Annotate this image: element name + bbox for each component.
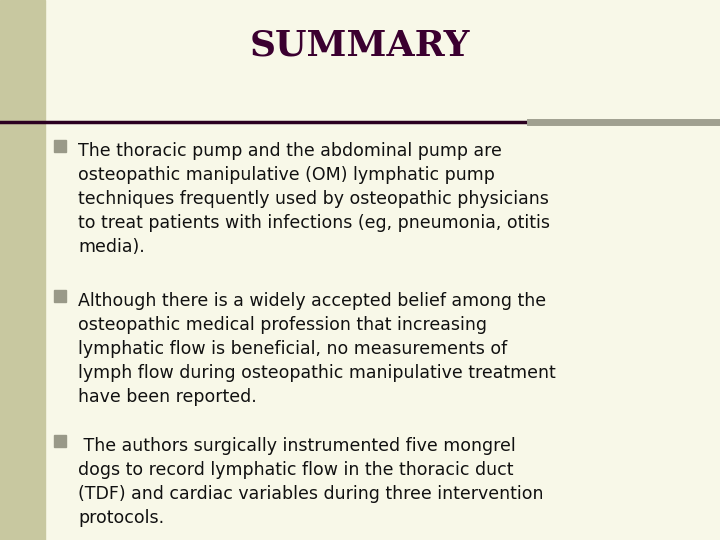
Text: SUMMARY: SUMMARY bbox=[250, 28, 470, 62]
Text: The thoracic pump and the abdominal pump are
osteopathic manipulative (OM) lymph: The thoracic pump and the abdominal pump… bbox=[78, 142, 550, 255]
Text: Although there is a widely accepted belief among the
osteopathic medical profess: Although there is a widely accepted beli… bbox=[78, 292, 556, 406]
Text: The authors surgically instrumented five mongrel
dogs to record lymphatic flow i: The authors surgically instrumented five… bbox=[78, 437, 544, 526]
Bar bbox=[0, 0, 45, 540]
